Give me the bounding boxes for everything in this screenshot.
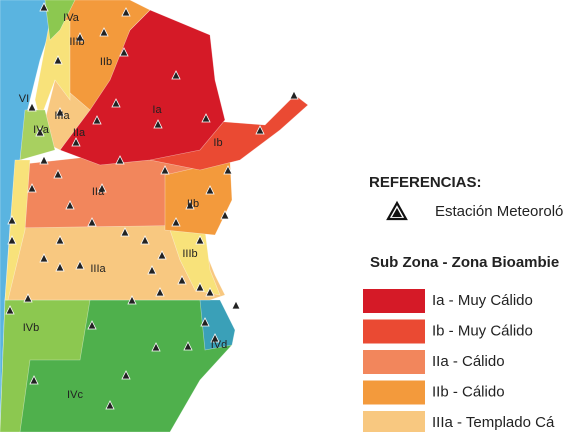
map bbox=[0, 0, 309, 432]
station-marker bbox=[140, 235, 150, 245]
station-marker bbox=[205, 287, 215, 297]
station-marker bbox=[155, 287, 165, 297]
station-marker bbox=[223, 165, 233, 175]
zone-label: IIIa bbox=[90, 263, 106, 275]
station-marker bbox=[147, 265, 157, 275]
station-marker bbox=[55, 235, 65, 245]
zone-label: Ib bbox=[213, 137, 222, 149]
zone-iiib-north bbox=[34, 19, 71, 122]
legend-title: REFERENCIAS: bbox=[369, 174, 482, 191]
station-marker bbox=[151, 342, 161, 352]
station-marker bbox=[205, 185, 215, 195]
legend-swatch bbox=[363, 411, 425, 432]
zone-iva-north bbox=[44, 0, 76, 41]
station-marker bbox=[201, 113, 211, 123]
station-marker bbox=[39, 253, 49, 263]
legend: Ia - Muy Cálido Ib - Muy Cálido IIa - Cáli… bbox=[363, 289, 555, 432]
zone-label: IIIb bbox=[182, 248, 197, 260]
zone-ivd bbox=[199, 299, 236, 351]
station-marker bbox=[55, 107, 65, 117]
legend-label: IIb - Cálido bbox=[432, 383, 505, 400]
zone-label: IIIa bbox=[54, 110, 70, 122]
station-marker bbox=[177, 275, 187, 285]
station-label: Estación Meteoroló bbox=[435, 203, 563, 220]
station-marker bbox=[97, 183, 107, 193]
stations bbox=[5, 2, 299, 410]
zone-label: IVc bbox=[67, 389, 83, 401]
station-marker bbox=[119, 47, 129, 57]
legend-swatch bbox=[363, 289, 425, 313]
station-symbol bbox=[386, 200, 408, 221]
station-marker bbox=[7, 235, 17, 245]
legend-label: Ia - Muy Cálido bbox=[432, 292, 533, 309]
station-marker bbox=[231, 300, 241, 310]
legend-swatch bbox=[363, 380, 425, 405]
legend-label: IIIa - Templado Cá bbox=[432, 414, 555, 431]
zone-label: IIb bbox=[100, 56, 112, 68]
station-marker bbox=[27, 183, 37, 193]
zone-label: Ia bbox=[152, 104, 162, 116]
station-marker bbox=[171, 70, 181, 80]
zone-iiib-west bbox=[4, 159, 31, 301]
station-marker bbox=[99, 27, 109, 37]
station-marker bbox=[27, 102, 37, 112]
zone-label: IVd bbox=[211, 339, 228, 351]
station-marker bbox=[75, 260, 85, 270]
station-marker bbox=[39, 2, 49, 12]
station-marker bbox=[87, 217, 97, 227]
station-marker bbox=[115, 155, 125, 165]
station-marker bbox=[121, 7, 131, 17]
map-labels: IVa IIIb IIb VI Ia IIIa IVa IIa Ib IIa IIb IIIb IIIa… bbox=[19, 12, 227, 401]
station-marker bbox=[127, 295, 137, 305]
station-marker bbox=[255, 125, 265, 135]
station-marker bbox=[53, 169, 63, 179]
station-symbol-inner bbox=[392, 208, 402, 217]
station-marker bbox=[75, 32, 85, 42]
legend-swatch bbox=[363, 319, 425, 344]
station-marker bbox=[23, 293, 33, 303]
legend-swatch bbox=[363, 350, 425, 374]
station-marker bbox=[289, 90, 299, 100]
station-marker bbox=[87, 320, 97, 330]
station-marker bbox=[195, 235, 205, 245]
station-marker bbox=[171, 217, 181, 227]
station-marker bbox=[210, 333, 220, 343]
station-marker bbox=[53, 55, 63, 65]
station-marker bbox=[111, 98, 121, 108]
zone-label: IIb bbox=[187, 198, 199, 210]
zone-label: IIa bbox=[73, 127, 86, 139]
station-marker bbox=[195, 282, 205, 292]
station-marker bbox=[157, 250, 167, 260]
station-marker bbox=[29, 375, 39, 385]
station-marker bbox=[153, 119, 163, 129]
zone-label: IVb bbox=[23, 322, 40, 334]
zone-label: IVa bbox=[63, 12, 80, 24]
station-marker bbox=[200, 317, 210, 327]
zone-label: IVa bbox=[33, 124, 50, 136]
station-marker bbox=[92, 115, 102, 125]
station-marker bbox=[7, 215, 17, 225]
station-marker bbox=[121, 370, 131, 380]
station-marker bbox=[55, 262, 65, 272]
zone-label: IIa bbox=[92, 186, 105, 198]
station-marker bbox=[65, 200, 75, 210]
station-marker bbox=[35, 127, 45, 137]
station-marker bbox=[160, 165, 170, 175]
station-marker bbox=[105, 400, 115, 410]
zones-title: Sub Zona - Zona Bioambie bbox=[370, 254, 559, 271]
station-marker bbox=[71, 137, 81, 147]
station-marker bbox=[120, 227, 130, 237]
legend-label: IIa - Cálido bbox=[432, 353, 505, 370]
zone-label: IIIb bbox=[69, 36, 84, 48]
zone-label: VI bbox=[19, 93, 29, 105]
legend-label: Ib - Muy Cálido bbox=[432, 322, 533, 339]
station-marker bbox=[185, 200, 195, 210]
station-marker bbox=[220, 210, 230, 220]
station-marker bbox=[5, 305, 15, 315]
station-marker bbox=[39, 155, 49, 165]
station-marker bbox=[183, 341, 193, 351]
